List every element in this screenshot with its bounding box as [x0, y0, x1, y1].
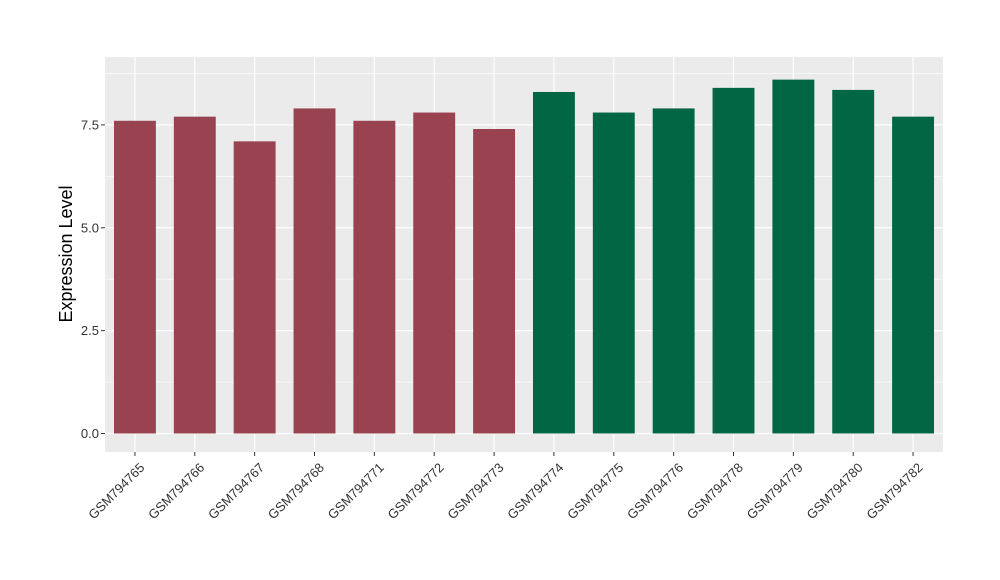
- x-tick-label: GSM794773: [444, 460, 506, 522]
- x-tick-label: GSM794782: [863, 460, 925, 522]
- x-axis: GSM794765GSM794766GSM794767GSM794768GSM7…: [85, 452, 926, 522]
- bar-GSM794780: [832, 89, 875, 434]
- y-axis: 0.0 2.5 5.0 7.5: [81, 117, 105, 441]
- x-tick-label: GSM794765: [85, 460, 147, 522]
- x-tick-label: GSM794779: [744, 460, 806, 522]
- bar-GSM794767: [233, 141, 276, 434]
- bar-GSM794774: [532, 91, 575, 434]
- y-tick-label: 5.0: [81, 220, 99, 235]
- x-tick-label: GSM794776: [624, 460, 686, 522]
- x-tick-label: GSM794766: [145, 460, 207, 522]
- plot-panel: [105, 57, 943, 452]
- y-tick-label: 2.5: [81, 323, 99, 338]
- x-tick-label: GSM794780: [804, 460, 866, 522]
- bar-GSM794779: [772, 79, 815, 434]
- x-tick-label: GSM794772: [385, 460, 447, 522]
- y-axis-title: Expression Level: [56, 185, 76, 322]
- bar-GSM794766: [173, 116, 216, 434]
- bars-group: [113, 79, 935, 434]
- x-tick-label: GSM794768: [265, 460, 327, 522]
- bar-GSM794771: [353, 120, 396, 434]
- y-tick-label: 7.5: [81, 117, 99, 132]
- bar-GSM794765: [113, 120, 156, 434]
- x-tick-label: GSM794778: [684, 460, 746, 522]
- x-tick-label: GSM794774: [504, 460, 566, 522]
- x-tick-label: GSM794767: [205, 460, 267, 522]
- y-tick-label: 0.0: [81, 426, 99, 441]
- x-tick-label: GSM794771: [325, 460, 387, 522]
- bar-GSM794782: [892, 116, 935, 434]
- bar-GSM794772: [413, 112, 456, 434]
- bar-GSM794776: [652, 108, 695, 434]
- x-tick-label: GSM794775: [564, 460, 626, 522]
- bar-GSM794775: [592, 112, 635, 434]
- bar-GSM794773: [473, 129, 516, 434]
- bar-GSM794768: [293, 108, 336, 434]
- bar-GSM794778: [712, 87, 755, 434]
